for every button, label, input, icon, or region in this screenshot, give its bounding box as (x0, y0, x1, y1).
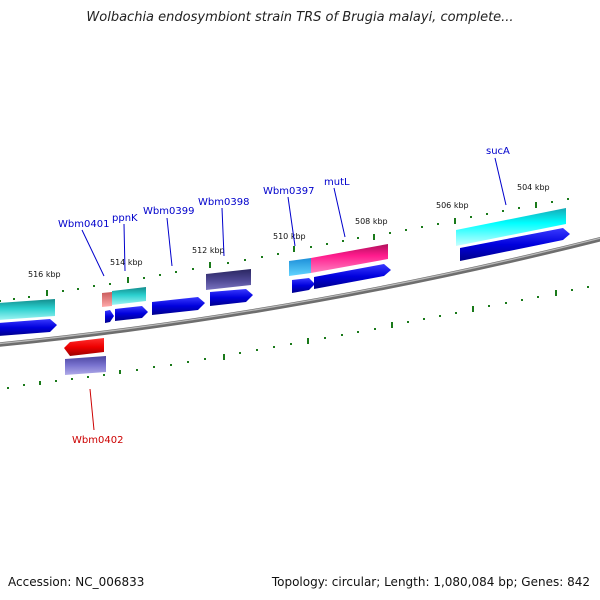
gene-block-ppnk[interactable] (112, 287, 146, 305)
cds-arrow-ppnk[interactable] (115, 306, 148, 321)
tick-labels: 516 kbp 514 kbp 512 kbp 510 kbp 508 kbp … (28, 183, 550, 279)
gene-block-wbm0402[interactable] (65, 356, 106, 375)
gene-block-wbm0398[interactable] (206, 269, 251, 290)
gene-label-mutl[interactable]: mutL (324, 177, 350, 188)
label-leader-lines (81, 157, 507, 431)
outer-tick-ring (0, 198, 569, 302)
gene-label-wbm0397[interactable]: Wbm0397 (263, 186, 314, 197)
gene-label-wbm0398[interactable]: Wbm0398 (198, 197, 249, 208)
gene-block-suca[interactable] (456, 208, 566, 246)
cds-arrow-left[interactable] (0, 319, 57, 336)
cds-arrow-wbm0401[interactable] (105, 310, 114, 323)
gene-label-wbm0401[interactable]: Wbm0401 (58, 219, 109, 230)
cds-arrow-mutl[interactable] (314, 264, 391, 289)
tick-label-510: 510 kbp (273, 232, 306, 241)
gene-label-wbm0402[interactable]: Wbm0402 (72, 435, 123, 446)
tick-label-514: 514 kbp (110, 258, 143, 267)
cds-arrow-wbm0397[interactable] (292, 278, 315, 293)
gene-block-wbm0401[interactable] (102, 292, 112, 307)
tick-label-516: 516 kbp (28, 270, 61, 279)
forward-cds-features[interactable] (0, 228, 570, 336)
gene-block-mutl[interactable] (311, 244, 388, 273)
gene-labels: Wbm0401 ppnK Wbm0399 Wbm0398 Wbm0397 mut… (58, 146, 510, 446)
genome-summary-text: Topology: circular; Length: 1,080,084 bp… (271, 575, 590, 589)
cds-arrow-wbm0402[interactable] (64, 338, 104, 356)
genome-backbone (0, 236, 600, 347)
cds-arrow-suca[interactable] (460, 228, 570, 261)
inner-tick-ring (7, 286, 589, 389)
gene-blocks-upper[interactable] (0, 208, 566, 320)
tick-label-512: 512 kbp (192, 246, 225, 255)
map-title: Wolbachia endosymbiont strain TRS of Bru… (86, 10, 514, 25)
cds-arrow-wbm0398[interactable] (210, 289, 253, 306)
gene-label-wbm0399[interactable]: Wbm0399 (143, 206, 194, 217)
reverse-strand-features[interactable] (64, 338, 106, 375)
cds-arrow-wbm0399[interactable] (152, 297, 205, 315)
tick-label-506: 506 kbp (436, 201, 469, 210)
gene-block-wbm0397[interactable] (289, 258, 311, 276)
tick-label-504: 504 kbp (517, 183, 550, 192)
gene-block-left-teal[interactable] (0, 299, 55, 320)
accession-text: Accession: NC_006833 (8, 575, 145, 589)
gene-label-ppnk[interactable]: ppnK (112, 213, 138, 224)
tick-label-508: 508 kbp (355, 217, 388, 226)
gene-label-suca[interactable]: sucA (486, 146, 510, 157)
